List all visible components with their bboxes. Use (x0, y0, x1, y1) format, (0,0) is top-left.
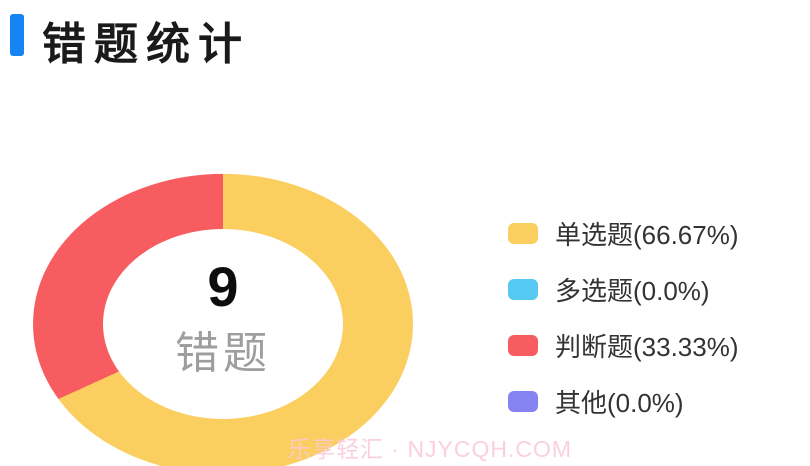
legend-label: 多选题(0.0%) (555, 275, 710, 306)
legend-label: 单选题(66.67%) (555, 219, 739, 250)
wrong-count-value: 9 (207, 255, 239, 318)
title-accent-bar (10, 14, 24, 56)
donut-center: 9 错题 (103, 229, 343, 419)
true-false-swatch-icon (508, 334, 538, 356)
other-swatch-icon (508, 390, 538, 412)
legend-label: 其他(0.0%) (555, 387, 684, 418)
single-choice-swatch-icon (508, 222, 538, 244)
chart-legend: 单选题(66.67%) 多选题(0.0%) 判断题(33.33%) 其他(0.0… (508, 219, 739, 443)
legend-item-single-choice[interactable]: 单选题(66.67%) (508, 219, 739, 250)
legend-label: 判断题(33.33%) (555, 331, 739, 362)
legend-item-true-false[interactable]: 判断题(33.33%) (508, 331, 739, 362)
page-title: 错题统计 (42, 20, 250, 69)
multi-choice-swatch-icon (508, 278, 538, 300)
legend-item-multi-choice[interactable]: 多选题(0.0%) (508, 275, 739, 306)
wrong-count-label: 错题 (175, 329, 271, 378)
legend-item-other[interactable]: 其他(0.0%) (508, 387, 739, 418)
